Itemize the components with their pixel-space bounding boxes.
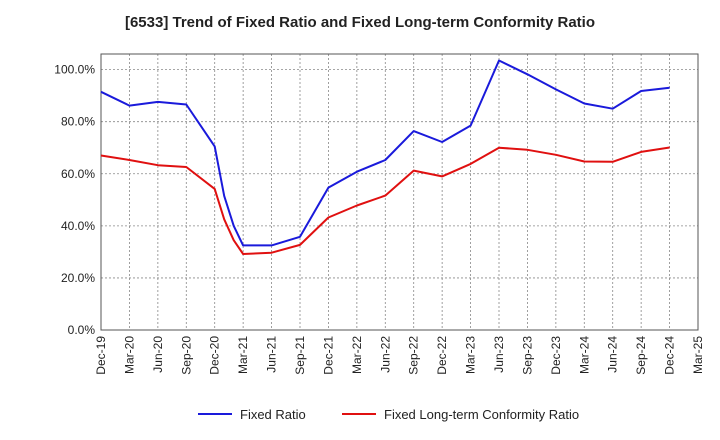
- y-tick-label: 60.0%: [61, 167, 95, 181]
- legend-label: Fixed Ratio: [240, 407, 306, 422]
- legend-label: Fixed Long-term Conformity Ratio: [384, 407, 579, 422]
- y-tick-label: 80.0%: [61, 115, 95, 129]
- x-tick-label: Jun-22: [378, 336, 392, 373]
- x-tick-label: Dec-22: [435, 336, 449, 375]
- x-tick-label: Dec-24: [663, 336, 677, 375]
- x-tick-label: Mar-20: [122, 336, 136, 374]
- chart-title: [6533] Trend of Fixed Ratio and Fixed Lo…: [124, 14, 596, 31]
- x-tick-label: Sep-24: [634, 336, 648, 375]
- x-tick-label: Dec-23: [549, 336, 563, 375]
- plot-frame: [100, 53, 699, 331]
- legend: Fixed Ratio Fixed Long-term Conformity Ra…: [198, 407, 579, 422]
- x-tick-label: Sep-21: [293, 336, 307, 375]
- y-tick-label: 100.0%: [54, 63, 95, 77]
- series-line: [100, 59, 670, 247]
- x-tick-label: Jun-21: [265, 336, 279, 373]
- x-tick-label: Sep-22: [407, 336, 421, 375]
- x-tick-label: Mar-21: [236, 336, 250, 374]
- axis-layer: 0.0% 20.0% 40.0% 60.0% 80.0% 100.0% Dec-19 Mar-…: [54, 53, 705, 375]
- x-tick-label: Mar-23: [464, 336, 478, 374]
- x-tick-label: Jun-23: [492, 336, 506, 373]
- x-tick-label: Sep-23: [520, 336, 534, 375]
- series-layer: [100, 59, 670, 255]
- x-tick-label: Jun-20: [151, 336, 165, 373]
- y-tick-label: 0.0%: [68, 323, 96, 337]
- x-tick-label: Dec-19: [94, 336, 108, 375]
- grid-layer: [100, 54, 699, 331]
- x-tick-label: Mar-24: [577, 336, 591, 374]
- y-tick-label: 20.0%: [61, 271, 95, 285]
- y-tick-label: 40.0%: [61, 219, 95, 233]
- x-tick-label: Mar-22: [350, 336, 364, 374]
- series-line: [100, 146, 670, 255]
- x-tick-label: Mar-25: [691, 336, 705, 374]
- x-tick-label: Jun-24: [606, 336, 620, 373]
- x-tick-label: Dec-20: [208, 336, 222, 375]
- x-tick-label: Dec-21: [321, 336, 335, 375]
- x-tick-label: Sep-20: [179, 336, 193, 375]
